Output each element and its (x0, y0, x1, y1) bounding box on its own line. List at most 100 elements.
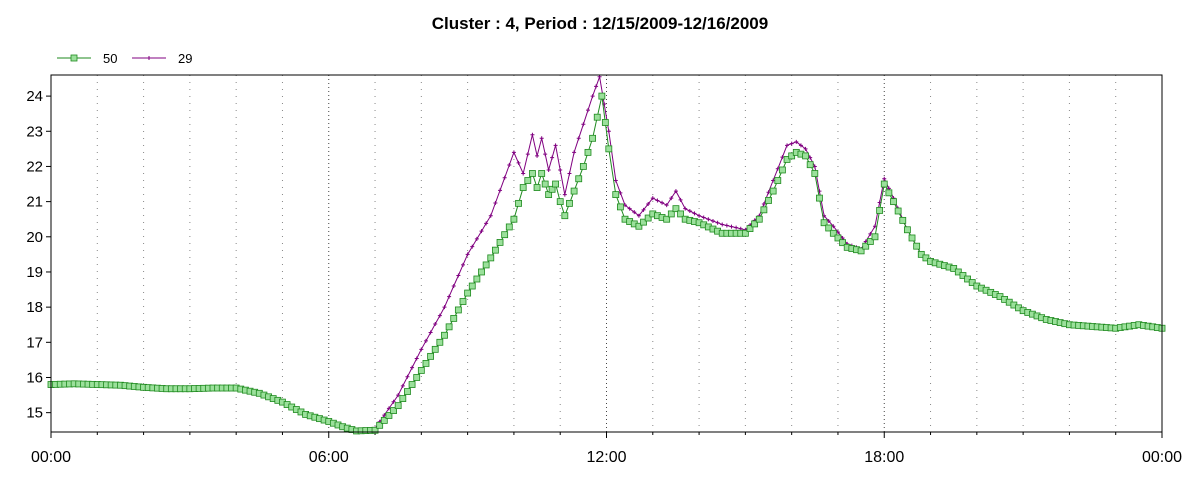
data-point (390, 407, 397, 414)
legend: 50 29 (57, 51, 192, 66)
data-point (672, 205, 680, 213)
data-point (765, 197, 772, 204)
data-point (380, 416, 388, 424)
data-point (525, 152, 530, 157)
data-point (627, 206, 632, 211)
data-point (558, 167, 563, 172)
data-point (783, 156, 791, 163)
legend-label: 50 (103, 51, 117, 66)
data-point (516, 160, 521, 165)
data-point (761, 201, 766, 206)
data-point (456, 273, 461, 278)
data-point (950, 265, 958, 272)
data-point (510, 215, 518, 223)
data-point (774, 177, 782, 184)
data-point (715, 220, 720, 225)
data-point (788, 152, 796, 160)
data-point (885, 189, 893, 197)
data-point (890, 198, 897, 206)
legend-item-29: 29 (132, 51, 192, 66)
data-point (794, 139, 799, 144)
data-point (436, 338, 444, 346)
data-point (473, 275, 481, 283)
data-point (371, 426, 379, 434)
data-point (562, 192, 567, 197)
data-point (529, 170, 536, 177)
data-point (552, 180, 559, 188)
data-point (422, 360, 430, 367)
data-point (376, 421, 384, 429)
data-point (968, 279, 976, 286)
data-point (450, 314, 458, 322)
data-point (391, 399, 396, 404)
y-tick-label: 24 (26, 88, 43, 105)
data-point (677, 210, 684, 218)
data-point (899, 216, 907, 224)
data-point (576, 136, 581, 141)
data-point (650, 196, 655, 201)
data-point (697, 213, 702, 218)
data-point (663, 215, 671, 223)
data-point (862, 242, 870, 250)
data-point (636, 213, 641, 218)
data-point (605, 145, 613, 153)
data-point (673, 189, 678, 194)
data-point (806, 161, 814, 169)
data-point (769, 187, 777, 195)
data-point (548, 185, 556, 193)
data-point (385, 412, 393, 419)
data-point (644, 214, 652, 222)
data-point (417, 367, 425, 374)
data-point (798, 143, 803, 148)
data-point (908, 234, 916, 242)
data-point (419, 347, 424, 352)
legend-label: 29 (178, 51, 192, 66)
data-point (706, 217, 711, 222)
data-point (470, 244, 475, 249)
y-tick-label: 21 (26, 194, 43, 211)
data-point (606, 129, 611, 134)
data-point (451, 284, 456, 289)
data-point (593, 113, 601, 121)
data-point (594, 84, 599, 89)
data-point (903, 226, 911, 234)
data-point (590, 94, 595, 99)
data-point (669, 196, 674, 201)
data-point (530, 132, 535, 137)
x-tick-label: 06:00 (309, 449, 349, 466)
data-point (598, 92, 606, 100)
data-point (601, 119, 609, 126)
data-point (556, 198, 564, 206)
data-point (505, 223, 513, 231)
data-point (803, 146, 808, 151)
y-tick-label: 19 (26, 264, 43, 281)
data-point (437, 313, 442, 318)
data-point (646, 201, 651, 206)
legend-item-50: 50 (57, 51, 117, 66)
data-point (535, 153, 540, 158)
data-point (442, 305, 447, 310)
data-point (414, 356, 419, 361)
data-point (964, 275, 971, 283)
data-point (751, 220, 759, 228)
data-point (567, 171, 572, 176)
data-point (872, 224, 877, 229)
data-point (820, 219, 828, 227)
data-point (515, 199, 522, 207)
data-point (405, 374, 410, 379)
y-tick-label: 23 (26, 123, 43, 140)
data-point (678, 197, 683, 202)
data-point (816, 194, 823, 202)
legend-marker (147, 56, 151, 60)
data-point (423, 338, 428, 343)
data-point (498, 188, 503, 193)
data-point (687, 209, 692, 213)
data-point (839, 239, 846, 247)
x-tick-label: 12:00 (586, 449, 626, 466)
data-point (519, 184, 527, 191)
data-point (413, 374, 421, 381)
data-point (876, 207, 884, 214)
data-point (683, 206, 688, 211)
data-point (585, 108, 590, 113)
data-point (488, 213, 493, 218)
